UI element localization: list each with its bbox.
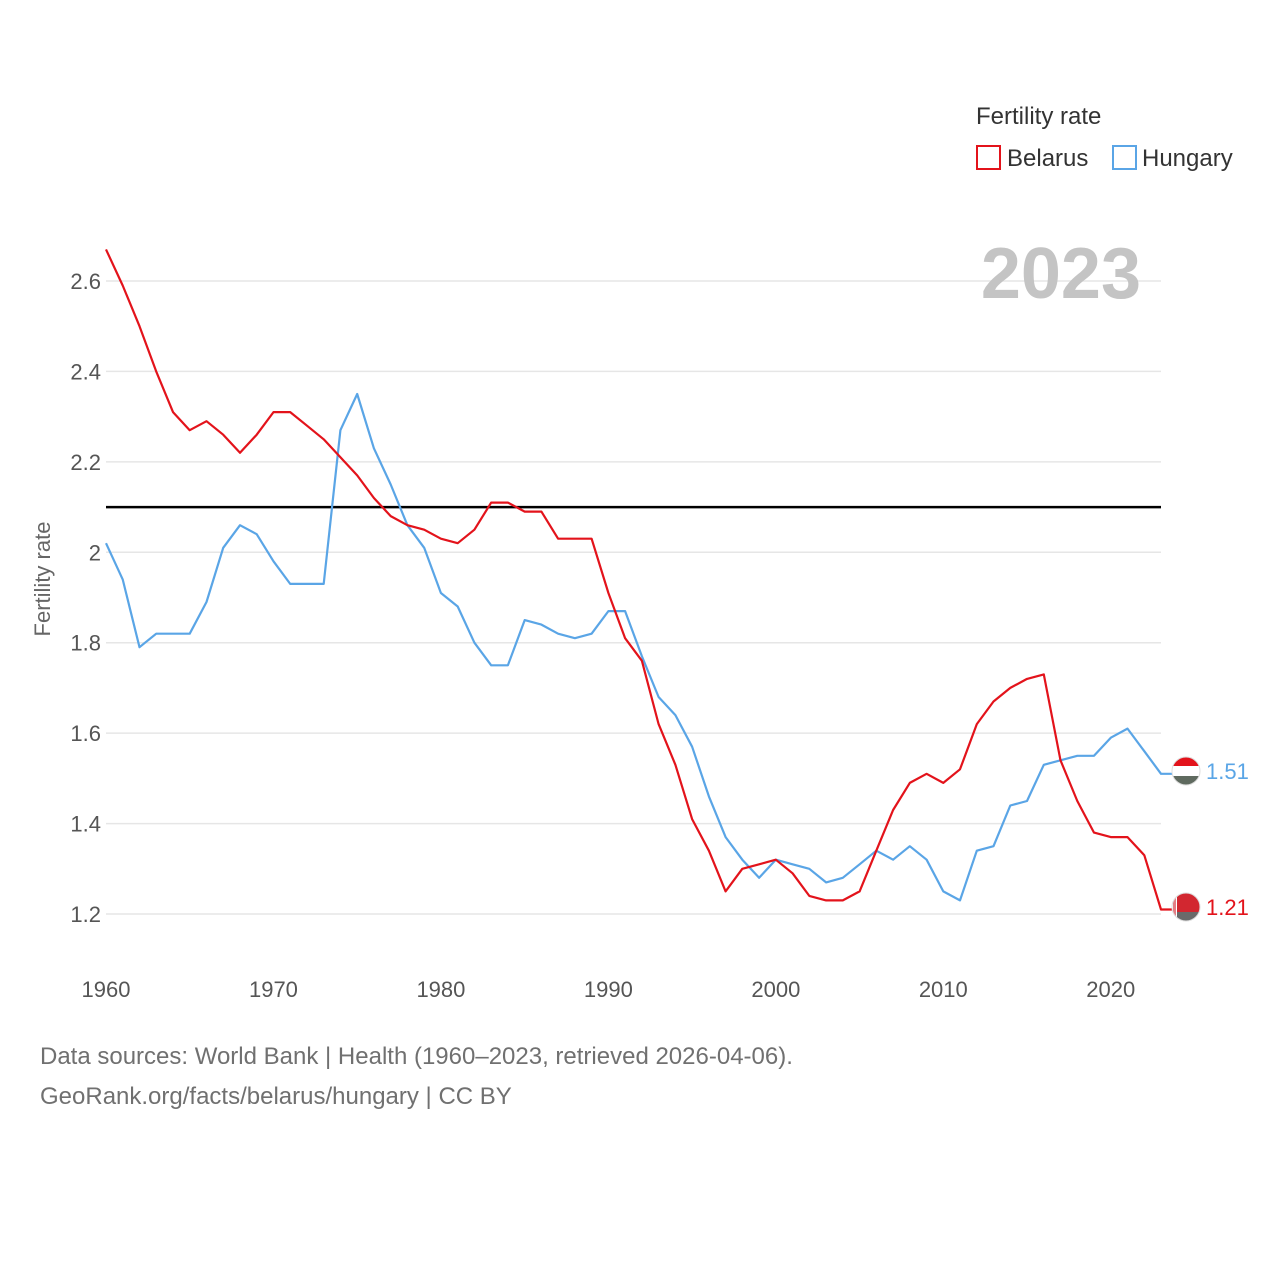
series-line-hungary[interactable] bbox=[105, 392, 1172, 902]
x-tick-label: 1970 bbox=[249, 977, 298, 1002]
series-lines bbox=[105, 248, 1172, 911]
gridlines bbox=[106, 280, 1161, 915]
x-tick-label: 2020 bbox=[1086, 977, 1135, 1002]
legend-item-belarus[interactable]: Belarus bbox=[976, 145, 1088, 172]
hungary-end-value: 1.51 bbox=[1206, 759, 1249, 784]
x-tick-label: 2010 bbox=[919, 977, 968, 1002]
x-tick-label: 1960 bbox=[82, 977, 131, 1002]
series-line-belarus[interactable] bbox=[105, 248, 1172, 911]
y-tick-label: 2 bbox=[89, 540, 101, 565]
x-tick-label: 2000 bbox=[751, 977, 800, 1002]
legend-swatch-hungary bbox=[1112, 145, 1137, 170]
legend-title: Fertility rate bbox=[976, 103, 1101, 130]
footer-attribution[interactable]: GeoRank.org/facts/belarus/hungary | CC B… bbox=[40, 1083, 512, 1110]
y-axis-title: Fertility rate bbox=[30, 522, 55, 637]
x-tick-label: 1980 bbox=[416, 977, 465, 1002]
y-tick-label: 1.6 bbox=[70, 721, 101, 746]
fertility-rate-chart: 1.2 1.4 1.6 1.8 2 2.2 2.4 2.6 1960 1970 1980 1990 2… bbox=[30, 103, 1249, 1002]
y-tick-label: 2.4 bbox=[70, 359, 101, 384]
belarus-flag-marker bbox=[1171, 892, 1201, 922]
footer-data-sources: Data sources: World Bank | Health (1960–… bbox=[40, 1043, 793, 1070]
y-tick-label: 2.6 bbox=[70, 269, 101, 294]
x-tick-label: 1990 bbox=[584, 977, 633, 1002]
y-tick-label: 1.8 bbox=[70, 631, 101, 656]
current-year-label: 2023 bbox=[981, 234, 1141, 314]
hungary-flag-marker bbox=[1171, 756, 1201, 786]
x-axis-ticks: 1960 1970 1980 1990 2000 2010 2020 bbox=[82, 977, 1136, 1002]
y-axis-ticks: 1.2 1.4 1.6 1.8 2 2.2 2.4 2.6 bbox=[70, 269, 101, 927]
y-tick-label: 2.2 bbox=[70, 450, 101, 475]
legend-swatch-belarus bbox=[976, 145, 1001, 170]
legend-label-belarus: Belarus bbox=[1007, 145, 1088, 172]
legend-item-hungary[interactable]: Hungary bbox=[1112, 145, 1233, 172]
belarus-end-value: 1.21 bbox=[1206, 895, 1249, 920]
y-tick-label: 1.4 bbox=[70, 812, 101, 837]
legend: Fertility rate Belarus Hungary bbox=[976, 103, 1233, 172]
legend-label-hungary: Hungary bbox=[1142, 145, 1233, 172]
y-tick-label: 1.2 bbox=[70, 902, 101, 927]
